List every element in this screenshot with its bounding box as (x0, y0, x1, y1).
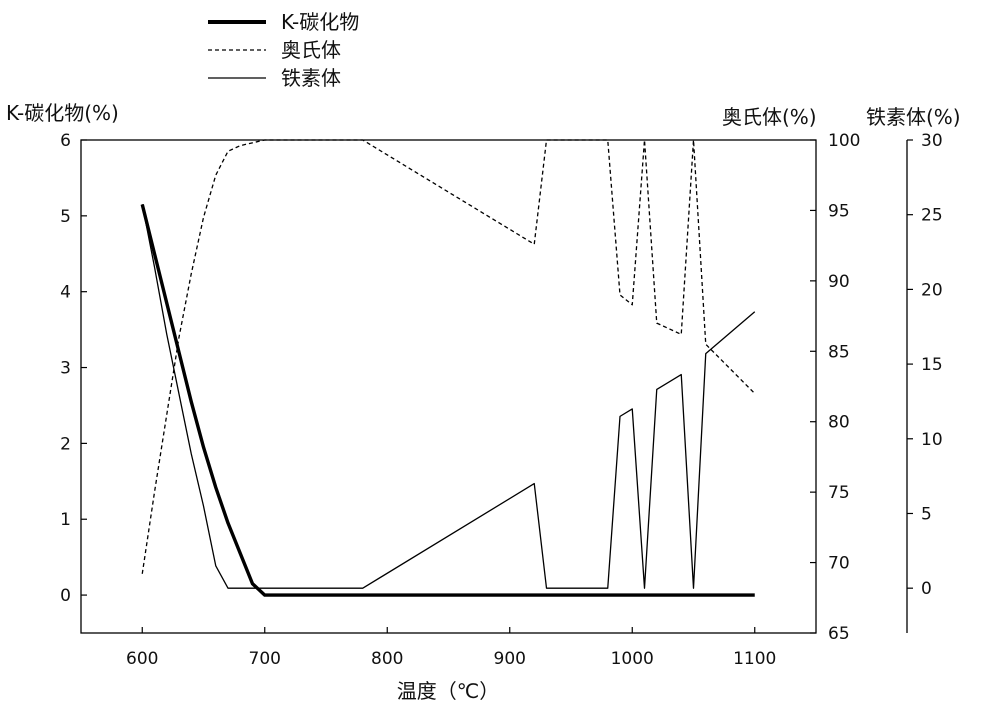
legend-label-k-carbide: K-碳化物 (281, 10, 359, 34)
right2-tick-label: 10 (921, 430, 943, 450)
left-tick-label: 0 (60, 586, 71, 606)
series-line-ferrite (142, 204, 755, 588)
left-tick-label: 5 (60, 207, 71, 227)
right1-tick-label: 75 (828, 483, 850, 503)
right1-tick-label: 100 (828, 131, 860, 151)
right2-tick-label: 0 (921, 579, 932, 599)
right1-axis-ticks: 65 70 75 80 85 90 95 100 (810, 131, 860, 644)
left-axis-ticks: 0 1 2 3 4 5 6 (60, 131, 87, 606)
right2-tick-label: 25 (921, 206, 943, 226)
left-axis-label: K-碳化物(%) (6, 101, 119, 125)
legend-label-austenite: 奥氏体 (281, 38, 341, 62)
x-axis-label: 温度（℃） (397, 679, 499, 703)
x-tick-label: 600 (126, 649, 158, 669)
right2-axis-label: 铁素体(%) (866, 105, 961, 129)
x-tick-label: 900 (494, 649, 526, 669)
right2-axis-ticks: 0 5 10 15 20 25 30 (907, 131, 943, 599)
x-tick-label: 1000 (611, 649, 654, 669)
legend-label-ferrite: 铁素体 (281, 66, 341, 90)
right2-tick-label: 20 (921, 280, 943, 300)
left-tick-label: 3 (60, 359, 71, 379)
left-tick-label: 2 (60, 434, 71, 454)
right2-tick-label: 30 (921, 131, 943, 151)
right1-axis-label: 奥氏体(%) (722, 105, 817, 129)
x-tick-label: 800 (371, 649, 403, 669)
series-line-austenite (142, 140, 755, 574)
left-tick-label: 4 (60, 283, 71, 303)
x-tick-label: 700 (249, 649, 281, 669)
right2-tick-label: 5 (921, 504, 932, 524)
left-tick-label: 1 (60, 510, 71, 530)
right1-tick-label: 65 (828, 624, 850, 644)
left-tick-label: 6 (60, 131, 71, 151)
right1-tick-label: 95 (828, 201, 850, 221)
plot-frame (81, 140, 816, 633)
right1-tick-label: 80 (828, 413, 850, 433)
right1-tick-label: 90 (828, 272, 850, 292)
x-tick-label: 1100 (733, 649, 776, 669)
legend: K-碳化物 奥氏体 铁素体 (208, 10, 359, 90)
series-layer (142, 140, 755, 595)
right2-tick-label: 15 (921, 355, 943, 375)
right1-tick-label: 85 (828, 342, 850, 362)
right1-tick-label: 70 (828, 554, 850, 574)
